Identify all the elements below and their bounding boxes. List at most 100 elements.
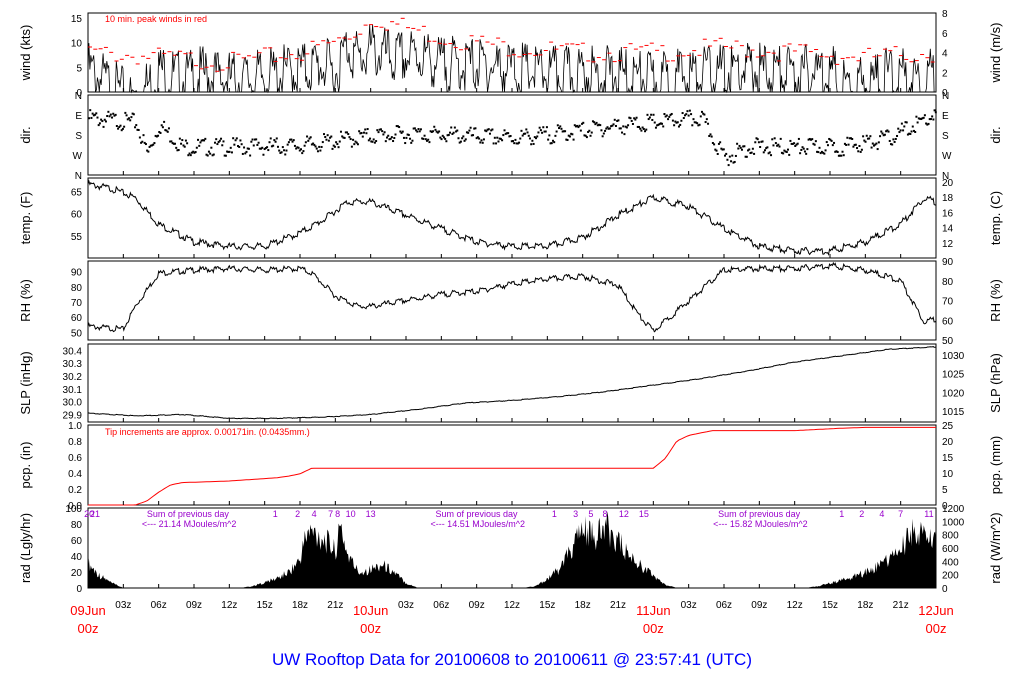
wind-dir-point xyxy=(107,110,110,113)
wind-dir-point xyxy=(631,122,634,125)
wind-dir-point xyxy=(915,115,918,118)
wind-dir-point xyxy=(530,143,533,146)
wind-dir-point xyxy=(367,139,370,142)
wind-dir-point xyxy=(193,151,196,154)
wind-dir-point xyxy=(899,129,902,132)
wind-dir-point xyxy=(900,122,903,125)
wind-dir-point xyxy=(434,128,437,131)
wind-dir-point xyxy=(825,141,828,144)
wind-dir-point xyxy=(588,129,591,132)
wind-dir-point xyxy=(675,121,678,124)
panel-frame-temp xyxy=(87,177,937,259)
wind-dir-point xyxy=(903,125,906,128)
wind-dir-point xyxy=(456,129,459,132)
wind-dir-point xyxy=(232,137,235,140)
wind-dir-point xyxy=(808,137,811,140)
wind-dir-point xyxy=(788,153,791,156)
wind-dir-point xyxy=(645,128,648,131)
wind-dir-point xyxy=(524,132,527,135)
wind-dir-point xyxy=(198,144,201,147)
wind-dir-point xyxy=(776,144,779,147)
xtick-hour: 18z xyxy=(292,600,308,611)
ytick-left-wind: 15 xyxy=(71,14,83,25)
wind-dir-point xyxy=(687,114,690,117)
wind-dir-point xyxy=(261,146,264,149)
wind-dir-point xyxy=(205,153,208,156)
wind-dir-point xyxy=(455,130,458,133)
wind-dir-point xyxy=(275,137,278,140)
xtick-hour: 12z xyxy=(221,600,237,611)
wind-dir-point xyxy=(826,144,829,147)
ytick-right-pcp: 5 xyxy=(942,485,948,496)
wind-dir-point xyxy=(644,130,647,133)
wind-dir-point xyxy=(616,119,619,122)
wind-dir-point xyxy=(150,144,153,147)
ytick-right-temp: 20 xyxy=(942,178,954,189)
wind-dir-point xyxy=(144,143,147,146)
wind-dir-point xyxy=(91,112,94,115)
wind-dir-point xyxy=(759,146,762,149)
wind-dir-point xyxy=(335,141,338,144)
wind-dir-point xyxy=(762,151,765,154)
wind-dir-point xyxy=(395,125,398,128)
wind-dir-point xyxy=(467,131,470,134)
wind-dir-point xyxy=(314,145,317,148)
wind-dir-point xyxy=(438,130,441,133)
wind-dir-point xyxy=(667,118,670,121)
wind-dir-point xyxy=(461,137,464,140)
ytick-right-pcp: 20 xyxy=(942,437,954,448)
wind-dir-point xyxy=(346,131,349,134)
wind-dir-point xyxy=(847,143,850,146)
wind-dir-point xyxy=(432,130,435,133)
wind-dir-point xyxy=(650,113,653,116)
wind-dir-point xyxy=(459,140,462,143)
wind-dir-point xyxy=(652,113,655,116)
wind-dir-point xyxy=(841,150,844,153)
wind-dir-point xyxy=(137,129,140,132)
wind-dir-point xyxy=(298,149,301,152)
wind-dir-point xyxy=(829,138,832,141)
wind-dir-point xyxy=(359,132,362,135)
wind-dir-point xyxy=(342,136,345,139)
wind-dir-point xyxy=(148,145,151,148)
wind-dir-point xyxy=(877,141,880,144)
wind-dir-point xyxy=(315,147,318,150)
xtick-hour: 12z xyxy=(787,600,803,611)
wind-dir-point xyxy=(536,135,539,138)
pcp-tip-label: 13 xyxy=(366,509,376,519)
wind-dir-point xyxy=(246,147,249,150)
wind-dir-point xyxy=(531,139,534,142)
wind-dir-point xyxy=(897,127,900,130)
ytick-left-rad: 100 xyxy=(65,504,82,515)
wind-dir-point xyxy=(498,137,501,140)
wind-dir-point xyxy=(574,125,577,128)
xtick-hour: 09z xyxy=(186,600,202,611)
wind-dir-point xyxy=(562,130,565,133)
wind-dir-point xyxy=(258,147,261,150)
ytick-left-rad: 20 xyxy=(71,568,83,579)
wind-dir-point xyxy=(542,126,545,129)
wind-dir-point xyxy=(748,148,751,151)
wind-dir-point xyxy=(444,137,447,140)
day-label-time: 00z xyxy=(360,621,381,636)
wind-dir-point xyxy=(358,130,361,133)
wind-dir-point xyxy=(740,148,743,151)
wind-dir-point xyxy=(658,123,661,126)
wind-dir-point xyxy=(153,142,156,145)
xtick-hour: 06z xyxy=(151,600,167,611)
wind-dir-point xyxy=(783,149,786,152)
wind-dir-point xyxy=(468,129,471,132)
wind-dir-point xyxy=(737,147,740,150)
ytick-left-slp: 30.3 xyxy=(63,359,83,370)
ytick-left-dir: W xyxy=(73,151,83,162)
wind-dir-point xyxy=(146,149,149,152)
xtick-hour: 09z xyxy=(469,600,485,611)
wind-dir-point xyxy=(293,144,296,147)
wind-dir-point xyxy=(846,136,849,139)
wind-dir-point xyxy=(931,115,934,118)
wind-dir-point xyxy=(392,140,395,143)
wind-dir-point xyxy=(602,132,605,135)
wind-dir-point xyxy=(247,147,250,150)
wind-dir-point xyxy=(585,136,588,139)
wind-dir-point xyxy=(680,119,683,122)
